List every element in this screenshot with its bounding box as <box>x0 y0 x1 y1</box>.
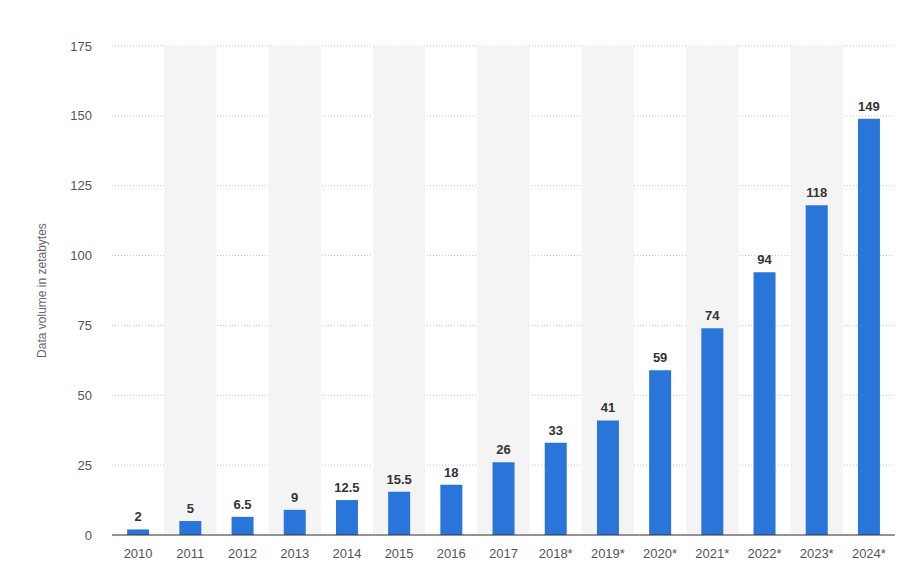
svg-text:59: 59 <box>653 350 667 365</box>
svg-text:50: 50 <box>78 388 92 403</box>
svg-text:175: 175 <box>70 39 92 54</box>
svg-text:2019*: 2019* <box>591 546 625 561</box>
svg-text:100: 100 <box>70 248 92 263</box>
svg-text:18: 18 <box>444 465 458 480</box>
svg-text:12.5: 12.5 <box>334 480 359 495</box>
svg-text:2024*: 2024* <box>852 546 886 561</box>
svg-text:2016: 2016 <box>437 546 466 561</box>
svg-text:125: 125 <box>70 178 92 193</box>
svg-text:2023*: 2023* <box>800 546 834 561</box>
svg-text:2014: 2014 <box>332 546 361 561</box>
svg-text:2017: 2017 <box>489 546 518 561</box>
svg-text:9: 9 <box>291 490 298 505</box>
svg-text:75: 75 <box>78 318 92 333</box>
svg-text:5: 5 <box>187 501 194 516</box>
svg-text:149: 149 <box>858 99 880 114</box>
svg-text:2020*: 2020* <box>643 546 677 561</box>
svg-text:74: 74 <box>705 308 720 323</box>
svg-text:26: 26 <box>496 442 510 457</box>
svg-text:Data volume in zetabytes: Data volume in zetabytes <box>35 223 49 358</box>
svg-text:2011: 2011 <box>176 546 204 561</box>
svg-text:94: 94 <box>757 252 772 267</box>
svg-text:2015: 2015 <box>385 546 414 561</box>
svg-text:33: 33 <box>549 423 563 438</box>
svg-text:0: 0 <box>85 528 92 543</box>
svg-text:2022*: 2022* <box>748 546 782 561</box>
svg-text:2010: 2010 <box>124 546 153 561</box>
svg-text:150: 150 <box>70 108 92 123</box>
svg-text:2013: 2013 <box>280 546 309 561</box>
svg-text:41: 41 <box>601 400 615 415</box>
svg-text:2: 2 <box>135 509 142 524</box>
svg-text:118: 118 <box>806 185 827 200</box>
svg-text:6.5: 6.5 <box>233 497 251 512</box>
svg-text:15.5: 15.5 <box>386 472 411 487</box>
svg-text:2021*: 2021* <box>695 546 729 561</box>
svg-text:25: 25 <box>78 458 92 473</box>
svg-text:2012: 2012 <box>228 546 257 561</box>
svg-text:2018*: 2018* <box>539 546 573 561</box>
